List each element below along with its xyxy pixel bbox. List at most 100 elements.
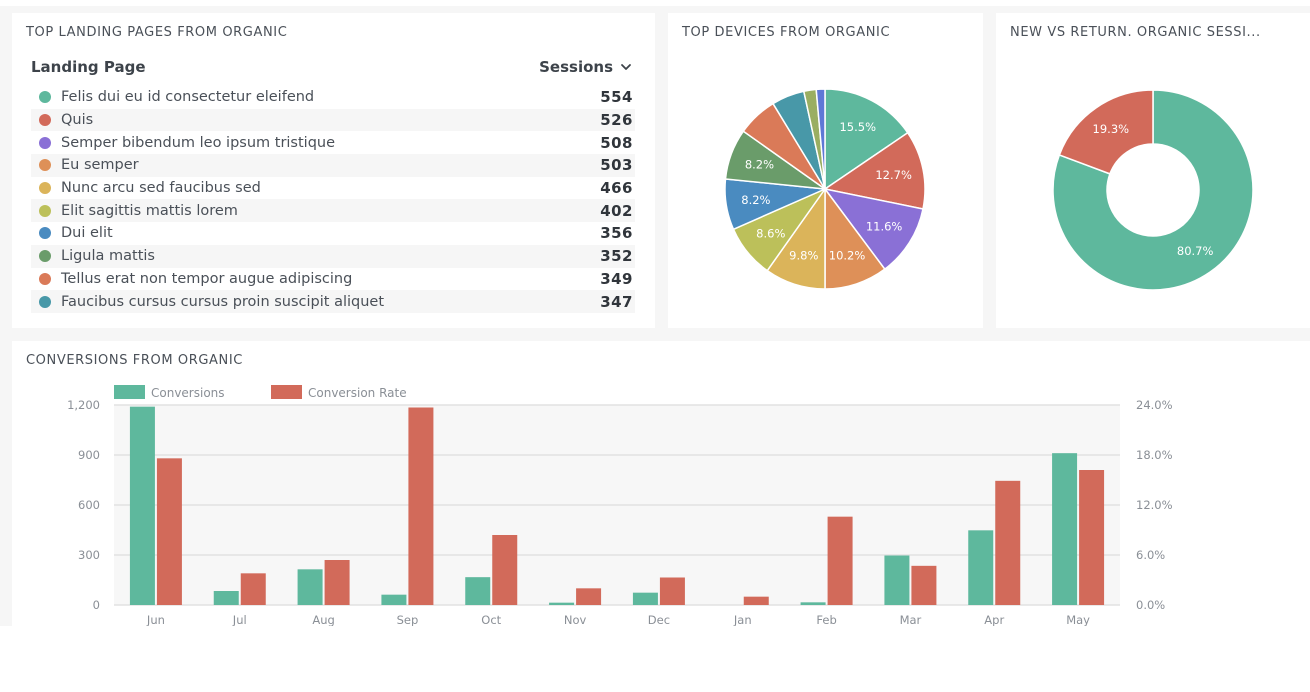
y-right-tick-label: 12.0% <box>1136 498 1173 512</box>
sessions-value: 508 <box>600 133 633 152</box>
devices-slice-label: 9.8% <box>789 249 818 263</box>
sessions-value: 347 <box>600 292 633 311</box>
y-left-tick-label: 1,200 <box>67 398 100 412</box>
chevron-down-icon[interactable] <box>619 60 633 74</box>
conversions-bar[interactable] <box>800 602 826 605</box>
devices-slice[interactable] <box>823 187 924 271</box>
legend-dot-icon <box>39 227 51 240</box>
x-tick-label: Jul <box>232 613 247 626</box>
landing-page-label: Faucibus cursus cursus proin suscipit al… <box>61 293 385 310</box>
column-header-landing-page[interactable]: Landing Page <box>31 58 146 76</box>
landing-page-label: Felis dui eu id consectetur eleifend <box>61 89 315 106</box>
sessions-label: Sessions <box>539 58 613 76</box>
sessions-value: 526 <box>600 111 633 130</box>
legend-dot-icon <box>39 204 51 217</box>
conversion-rate-bar[interactable] <box>324 560 350 605</box>
x-tick-label: May <box>1066 613 1090 626</box>
legend-label[interactable]: Conversions <box>151 386 225 400</box>
newret-slice[interactable] <box>1052 89 1254 291</box>
legend-dot-icon <box>39 114 51 127</box>
top-landing-pages-card: TOP LANDING PAGES FROM ORGANIC Landing P… <box>12 13 655 328</box>
newret-slice-label: 19.3% <box>1093 122 1130 136</box>
table-row[interactable]: Semper bibendum leo ipsum tristique 508 <box>31 131 635 154</box>
landing-page-label: Quis <box>61 112 94 129</box>
x-tick-label: Nov <box>564 613 587 626</box>
sessions-value: 503 <box>600 156 633 175</box>
table-row[interactable]: Ligula mattis 352 <box>31 244 635 268</box>
conversion-rate-bar[interactable] <box>240 573 266 605</box>
x-tick-label: Mar <box>900 613 922 626</box>
table-row[interactable]: Eu semper 503 <box>31 154 635 177</box>
conversions-bar[interactable] <box>213 591 239 605</box>
devices-slice-label: 11.6% <box>866 220 903 234</box>
devices-slice[interactable] <box>815 88 826 190</box>
newret-slice[interactable] <box>1058 89 1154 175</box>
legend-label[interactable]: Conversion Rate <box>308 386 407 400</box>
devices-slice[interactable] <box>824 88 909 191</box>
sessions-value: 349 <box>600 269 633 288</box>
table-row[interactable]: Nunc arcu sed faucibus sed 466 <box>31 177 635 200</box>
legend-swatch-icon <box>114 385 145 399</box>
sessions-value: 402 <box>600 201 633 220</box>
conversion-rate-bar[interactable] <box>156 458 182 605</box>
devices-slice-label: 8.6% <box>756 226 785 240</box>
table-row[interactable]: Felis dui eu id consectetur eleifend 554 <box>31 86 635 109</box>
column-header-sessions[interactable]: Sessions <box>539 58 633 76</box>
x-tick-label: Oct <box>481 613 501 626</box>
devices-slice-label: 12.7% <box>875 168 912 182</box>
conversions-bar[interactable] <box>632 592 658 605</box>
legend-dot-icon <box>39 272 51 285</box>
table-header: Landing Page Sessions <box>31 58 633 80</box>
top-devices-card: TOP DEVICES FROM ORGANIC 15.5% 12.7% 11.6%… <box>668 13 983 328</box>
conversions-bar-chart: 0 300 600 900 1,200 0.0% 6.0% 12.0% 18.0% 24.0% Ju… <box>67 385 1173 626</box>
legend-dot-icon <box>39 182 51 195</box>
conversion-rate-bar[interactable] <box>911 565 937 605</box>
table-row[interactable]: Faucibus cursus cursus proin suscipit al… <box>31 290 635 313</box>
sessions-value: 466 <box>600 179 633 198</box>
devices-slice[interactable] <box>823 131 926 210</box>
landing-page-label: Dui elit <box>61 225 113 242</box>
y-right-tick-label: 24.0% <box>1136 398 1173 412</box>
card-title: CONVERSIONS FROM ORGANIC <box>26 353 243 368</box>
devices-slice-label: 15.5% <box>839 120 876 134</box>
conversions-bar[interactable] <box>297 569 323 605</box>
card-title: NEW VS RETURN. ORGANIC SESSI... <box>1010 25 1261 40</box>
conversion-rate-bar[interactable] <box>408 407 434 606</box>
conversions-bar[interactable] <box>129 406 155 605</box>
sessions-value: 356 <box>600 224 633 243</box>
legend-dot-icon <box>39 136 51 149</box>
conversion-rate-bar[interactable] <box>995 480 1021 605</box>
table-row[interactable]: Quis 526 <box>31 108 635 132</box>
table-row[interactable]: Elit sagittis mattis lorem 402 <box>31 199 635 223</box>
landing-page-label: Elit sagittis mattis lorem <box>61 202 238 219</box>
conversions-card: CONVERSIONS FROM ORGANIC 0 300 600 900 1,200… <box>12 341 1310 626</box>
conversions-bar[interactable] <box>465 577 491 605</box>
conversions-bar[interactable] <box>381 594 407 605</box>
legend-swatch-icon <box>271 385 302 399</box>
newret-slice-label: 80.7% <box>1177 244 1214 258</box>
conversion-rate-bar[interactable] <box>743 596 769 605</box>
y-left-tick-label: 900 <box>78 448 100 462</box>
x-tick-label: Aug <box>312 613 334 626</box>
table-row[interactable]: Tellus erat non tempor augue adipiscing 3… <box>31 268 635 291</box>
conversion-rate-bar[interactable] <box>492 535 518 605</box>
legend-dot-icon <box>39 159 51 172</box>
x-tick-label: Jan <box>733 613 752 626</box>
conversions-bar[interactable] <box>549 602 575 605</box>
conversion-rate-bar[interactable] <box>1079 470 1105 605</box>
conversion-rate-bar[interactable] <box>576 588 602 605</box>
card-title: TOP DEVICES FROM ORGANIC <box>682 25 891 40</box>
conversions-bar[interactable] <box>884 555 910 606</box>
sessions-value: 352 <box>600 247 633 266</box>
landing-page-label: Semper bibendum leo ipsum tristique <box>61 134 336 151</box>
conversions-bar[interactable] <box>968 530 994 605</box>
conversion-rate-bar[interactable] <box>827 516 853 605</box>
legend-dot-icon <box>39 250 51 263</box>
conversions-bar[interactable] <box>1052 453 1078 605</box>
conversion-rate-bar[interactable] <box>659 577 685 606</box>
y-right-tick-label: 6.0% <box>1136 548 1165 562</box>
devices-slice-label: 8.2% <box>741 193 770 207</box>
new-vs-returning-card: NEW VS RETURN. ORGANIC SESSI... 80.7% 19.… <box>996 13 1310 328</box>
table-row[interactable]: Dui elit 356 <box>31 222 635 245</box>
y-left-tick-label: 0 <box>93 598 100 612</box>
